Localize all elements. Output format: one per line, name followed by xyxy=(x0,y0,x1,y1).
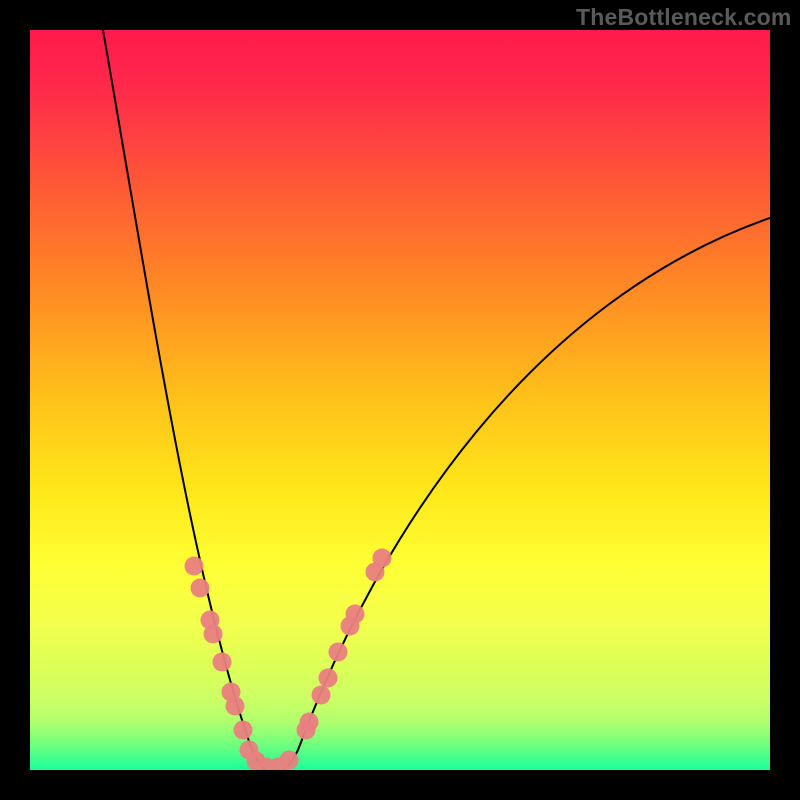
scatter-point xyxy=(234,721,253,740)
scatter-point xyxy=(319,669,338,688)
scatter-point xyxy=(329,643,348,662)
scatter-point xyxy=(226,697,245,716)
frame-right xyxy=(770,0,800,800)
scatter-point xyxy=(191,579,210,598)
scatter-point xyxy=(185,557,204,576)
v-curve-path xyxy=(103,30,770,770)
scatter-point xyxy=(280,751,299,770)
scatter-point xyxy=(373,549,392,568)
plot-area xyxy=(30,30,770,770)
scatter-point xyxy=(213,653,232,672)
chart-root: TheBottleneck.com xyxy=(0,0,800,800)
curve-layer xyxy=(30,30,770,770)
scatter-point xyxy=(204,625,223,644)
watermark-text: TheBottleneck.com xyxy=(576,4,792,31)
frame-left xyxy=(0,0,30,800)
scatter-point xyxy=(300,713,319,732)
scatter-markers xyxy=(185,549,392,771)
frame-bottom xyxy=(0,770,800,800)
scatter-point xyxy=(312,686,331,705)
scatter-point xyxy=(346,605,365,624)
